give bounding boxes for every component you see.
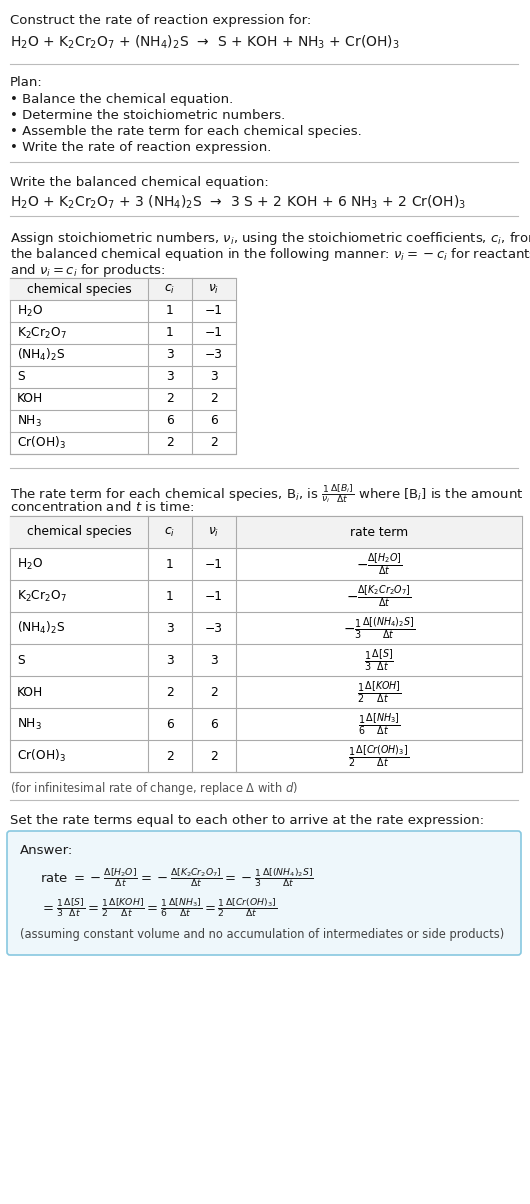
Text: H$_2$O: H$_2$O — [17, 303, 43, 319]
Text: Plan:: Plan: — [10, 76, 43, 89]
Text: chemical species: chemical species — [26, 525, 131, 538]
Text: (NH$_4$)$_2$S: (NH$_4$)$_2$S — [17, 347, 65, 364]
Text: Cr(OH)$_3$: Cr(OH)$_3$ — [17, 748, 66, 765]
Text: 1: 1 — [166, 326, 174, 340]
Text: 6: 6 — [210, 718, 218, 731]
Text: S: S — [17, 371, 24, 384]
Text: 3: 3 — [166, 654, 174, 667]
Text: 2: 2 — [166, 437, 174, 449]
Text: $\frac{1}{2}\frac{\Delta[Cr(OH)_3]}{\Delta t}$: $\frac{1}{2}\frac{\Delta[Cr(OH)_3]}{\Del… — [348, 743, 410, 769]
Text: • Balance the chemical equation.: • Balance the chemical equation. — [10, 93, 233, 106]
Text: the balanced chemical equation in the following manner: $\nu_i = -c_i$ for react: the balanced chemical equation in the fo… — [10, 246, 530, 262]
Text: 2: 2 — [210, 685, 218, 698]
Text: $\nu_i$: $\nu_i$ — [208, 283, 219, 295]
Text: NH$_3$: NH$_3$ — [17, 716, 42, 732]
Text: NH$_3$: NH$_3$ — [17, 413, 42, 429]
Text: • Assemble the rate term for each chemical species.: • Assemble the rate term for each chemic… — [10, 125, 362, 138]
Text: $\frac{1}{3}\frac{\Delta[S]}{\Delta t}$: $\frac{1}{3}\frac{\Delta[S]}{\Delta t}$ — [364, 648, 394, 673]
Text: $\nu_i$: $\nu_i$ — [208, 525, 219, 538]
Text: 1: 1 — [166, 305, 174, 318]
Text: 2: 2 — [210, 750, 218, 762]
Text: 1: 1 — [166, 590, 174, 602]
Text: −1: −1 — [205, 590, 223, 602]
Text: S: S — [17, 654, 24, 667]
Text: and $\nu_i = c_i$ for products:: and $\nu_i = c_i$ for products: — [10, 262, 165, 279]
Text: • Write the rate of reaction expression.: • Write the rate of reaction expression. — [10, 141, 271, 154]
Text: KOH: KOH — [17, 685, 43, 698]
Text: −1: −1 — [205, 557, 223, 571]
Text: (assuming constant volume and no accumulation of intermediates or side products): (assuming constant volume and no accumul… — [20, 928, 504, 942]
Text: Construct the rate of reaction expression for:: Construct the rate of reaction expressio… — [10, 14, 311, 26]
Text: 3: 3 — [210, 371, 218, 384]
Text: chemical species: chemical species — [26, 283, 131, 295]
Text: Answer:: Answer: — [20, 844, 73, 857]
Text: 2: 2 — [166, 393, 174, 406]
Text: 6: 6 — [166, 718, 174, 731]
Text: 3: 3 — [210, 654, 218, 667]
Text: −1: −1 — [205, 326, 223, 340]
Text: 2: 2 — [166, 685, 174, 698]
Text: H$_2$O + K$_2$Cr$_2$O$_7$ + 3 (NH$_4$)$_2$S  →  3 S + 2 KOH + 6 NH$_3$ + 2 Cr(OH: H$_2$O + K$_2$Cr$_2$O$_7$ + 3 (NH$_4$)$_… — [10, 194, 466, 212]
Text: K$_2$Cr$_2$O$_7$: K$_2$Cr$_2$O$_7$ — [17, 589, 67, 603]
Text: K$_2$Cr$_2$O$_7$: K$_2$Cr$_2$O$_7$ — [17, 325, 67, 341]
Text: 1: 1 — [166, 557, 174, 571]
Text: −3: −3 — [205, 348, 223, 361]
Text: (NH$_4$)$_2$S: (NH$_4$)$_2$S — [17, 620, 65, 636]
Text: 3: 3 — [166, 371, 174, 384]
Text: 2: 2 — [210, 393, 218, 406]
Text: concentration and $t$ is time:: concentration and $t$ is time: — [10, 500, 194, 514]
FancyBboxPatch shape — [7, 831, 521, 955]
Text: $\frac{1}{2}\frac{\Delta[KOH]}{\Delta t}$: $\frac{1}{2}\frac{\Delta[KOH]}{\Delta t}… — [357, 679, 401, 704]
Text: −3: −3 — [205, 621, 223, 635]
Bar — [10, 278, 236, 454]
Text: $\frac{1}{6}\frac{\Delta[NH_3]}{\Delta t}$: $\frac{1}{6}\frac{\Delta[NH_3]}{\Delta t… — [358, 712, 400, 737]
Text: $-\frac{\Delta[K_2Cr_2O_7]}{\Delta t}$: $-\frac{\Delta[K_2Cr_2O_7]}{\Delta t}$ — [346, 583, 412, 609]
Text: Write the balanced chemical equation:: Write the balanced chemical equation: — [10, 176, 269, 189]
Text: H$_2$O + K$_2$Cr$_2$O$_7$ + (NH$_4$)$_2$S  →  S + KOH + NH$_3$ + Cr(OH)$_3$: H$_2$O + K$_2$Cr$_2$O$_7$ + (NH$_4$)$_2$… — [10, 34, 400, 52]
Text: The rate term for each chemical species, B$_i$, is $\frac{1}{\nu_i}\frac{\Delta[: The rate term for each chemical species,… — [10, 482, 524, 504]
Text: 2: 2 — [166, 750, 174, 762]
Text: $= \frac{1}{3}\frac{\Delta[S]}{\Delta t} = \frac{1}{2}\frac{\Delta[KOH]}{\Delta : $= \frac{1}{3}\frac{\Delta[S]}{\Delta t}… — [40, 896, 277, 919]
Text: 2: 2 — [210, 437, 218, 449]
Text: Assign stoichiometric numbers, $\nu_i$, using the stoichiometric coefficients, $: Assign stoichiometric numbers, $\nu_i$, … — [10, 230, 530, 247]
Text: Cr(OH)$_3$: Cr(OH)$_3$ — [17, 435, 66, 452]
Text: $-\frac{1}{3}\frac{\Delta[(NH_4)_2S]}{\Delta t}$: $-\frac{1}{3}\frac{\Delta[(NH_4)_2S]}{\D… — [343, 615, 415, 641]
Text: 6: 6 — [166, 414, 174, 427]
Text: $c_i$: $c_i$ — [164, 525, 175, 538]
Text: 3: 3 — [166, 348, 174, 361]
Text: −1: −1 — [205, 305, 223, 318]
Text: KOH: KOH — [17, 393, 43, 406]
Text: H$_2$O: H$_2$O — [17, 556, 43, 572]
Text: • Determine the stoichiometric numbers.: • Determine the stoichiometric numbers. — [10, 110, 285, 122]
Bar — [10, 517, 522, 548]
Bar — [10, 278, 236, 300]
Text: rate $= -\frac{\Delta[H_2O]}{\Delta t} = -\frac{\Delta[K_2Cr_2O_7]}{\Delta t} = : rate $= -\frac{\Delta[H_2O]}{\Delta t} =… — [40, 866, 314, 889]
Text: Set the rate terms equal to each other to arrive at the rate expression:: Set the rate terms equal to each other t… — [10, 814, 484, 827]
Text: $c_i$: $c_i$ — [164, 283, 175, 295]
Text: (for infinitesimal rate of change, replace Δ with $d$): (for infinitesimal rate of change, repla… — [10, 780, 298, 797]
Text: rate term: rate term — [350, 525, 408, 538]
Text: 6: 6 — [210, 414, 218, 427]
Bar — [10, 517, 522, 772]
Text: 3: 3 — [166, 621, 174, 635]
Text: $-\frac{\Delta[H_2O]}{\Delta t}$: $-\frac{\Delta[H_2O]}{\Delta t}$ — [356, 551, 402, 577]
